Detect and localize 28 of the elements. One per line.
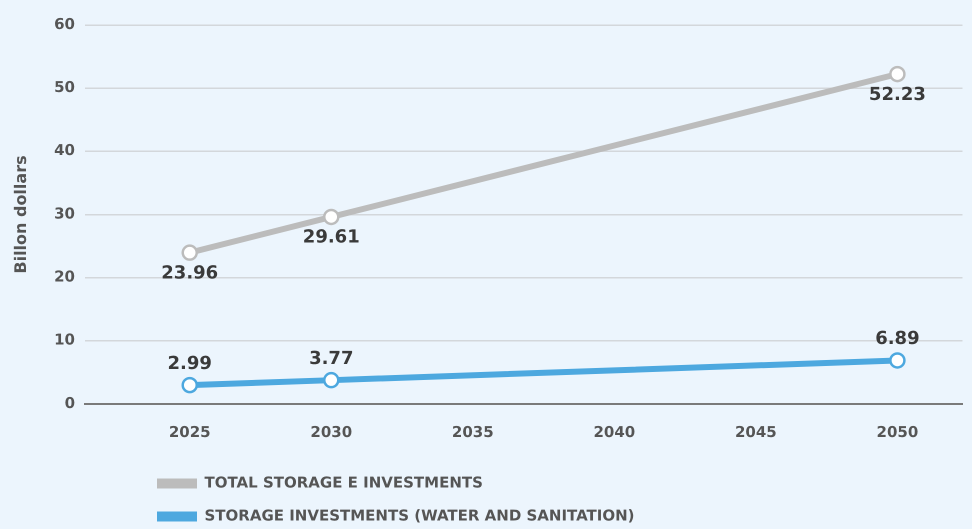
- point: [889, 66, 906, 82]
- data-label: 6.89: [875, 328, 920, 350]
- data-label: 2.99: [168, 352, 212, 374]
- point: [181, 376, 198, 394]
- point: [889, 352, 906, 369]
- y-tick-label: 20: [54, 268, 75, 286]
- x-tick-label: 2050: [876, 422, 918, 441]
- x-tick-label: 2030: [310, 422, 352, 441]
- data-label: 52.23: [868, 84, 926, 105]
- y-tick-label: 30: [54, 204, 75, 222]
- point: [323, 372, 340, 388]
- x-tick-label: 2035: [452, 422, 494, 441]
- legend-label: STORAGE INVESTMENTS (WATER AND SANITATION): [204, 506, 635, 524]
- y-tick-label: 40: [54, 141, 75, 160]
- x-tick-label: 2040: [593, 422, 636, 441]
- data-label: 3.77: [309, 348, 354, 369]
- y-tick-label: 0: [64, 394, 75, 412]
- data-label: 23.96: [161, 262, 218, 284]
- y-axis-title: Billon dollars: [10, 155, 30, 274]
- x-tick-label: 2025: [168, 422, 211, 441]
- y-tick-label: 10: [54, 330, 75, 349]
- y-tick-label: 50: [54, 78, 75, 96]
- point: [181, 244, 198, 261]
- legend-label: TOTAL STORAGE E INVESTMENTS: [204, 473, 483, 492]
- point: [323, 208, 340, 226]
- x-tick-label: 2045: [734, 422, 777, 441]
- data-label: 29.61: [302, 226, 360, 248]
- y-tick-label: 60: [54, 14, 75, 33]
